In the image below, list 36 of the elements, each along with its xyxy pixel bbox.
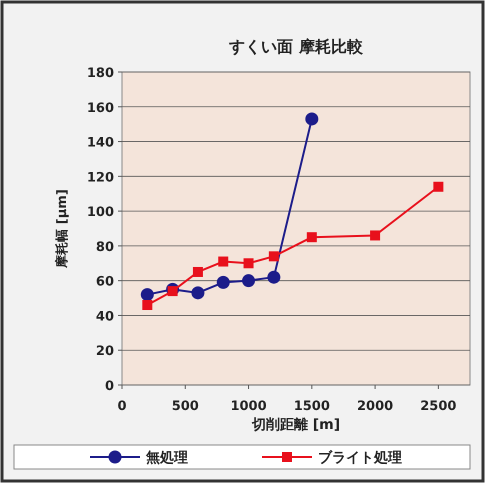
y-tick-label: 40 (96, 309, 114, 324)
y-tick-label: 80 (96, 240, 114, 255)
point (242, 274, 256, 288)
point (305, 112, 318, 126)
point (433, 182, 444, 192)
y-tick-label: 100 (86, 205, 114, 220)
point (267, 270, 280, 284)
point (244, 258, 254, 268)
y-tick-label: 140 (86, 136, 114, 151)
x-tick-label: 1500 (294, 399, 330, 414)
y-tick-label: 160 (86, 100, 114, 116)
point (370, 230, 380, 240)
chart-title: すくい面 摩耗比較 (228, 37, 364, 56)
y-tick-label: 60 (96, 274, 114, 290)
point (306, 232, 317, 242)
point (216, 276, 230, 289)
y-tick-label: 20 (96, 344, 114, 360)
x-tick-label: 2500 (420, 399, 456, 414)
point (218, 256, 228, 267)
y-tick-label: 120 (86, 170, 114, 186)
point (142, 300, 152, 310)
y-tick-label: 180 (86, 66, 114, 81)
x-tick-label: 0 (117, 399, 127, 414)
point (268, 251, 279, 262)
x-tick-label: 500 (172, 399, 199, 414)
point (192, 266, 203, 277)
y-tick-label: 0 (104, 379, 114, 394)
legend-label: ブライト処理 (318, 449, 402, 466)
y-axis-title: 摩耗幅 [μm] (54, 189, 70, 269)
point (140, 288, 154, 302)
point (168, 286, 178, 296)
x-tick-label: 1000 (230, 399, 267, 414)
x-tick-label: 2000 (356, 399, 394, 414)
legend-label: 無処理 (145, 450, 188, 466)
x-axis-title: 切削距離 [m] (250, 417, 340, 433)
point (191, 286, 204, 300)
